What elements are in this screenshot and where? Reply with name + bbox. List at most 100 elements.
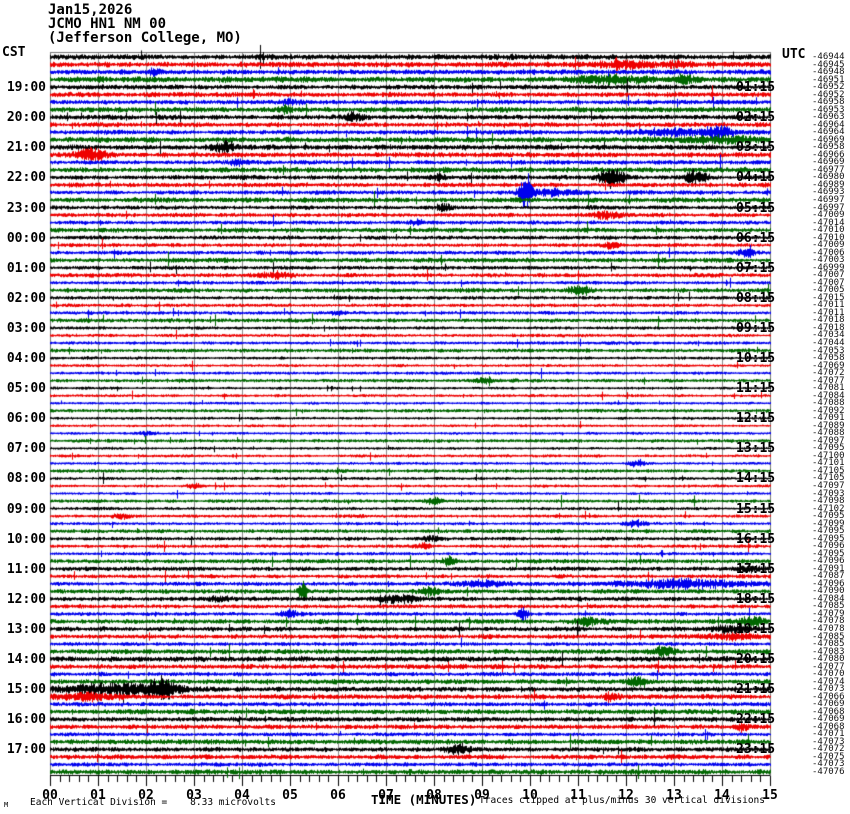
- trace-offset-value: -47097: [812, 436, 845, 446]
- trace-offset-value: -47071: [812, 729, 845, 739]
- cst-hour-label: 21:00: [6, 140, 46, 155]
- trace-offset-value: -46969: [812, 157, 845, 167]
- x-tick-label: 12: [618, 788, 634, 803]
- utc-hour-label: 19:15: [736, 622, 776, 637]
- x-tick-label: 13: [666, 788, 682, 803]
- trace-offset-value: -46948: [812, 67, 845, 77]
- trace-offset-value: -47090: [812, 586, 845, 596]
- trace-offset-value: -47068: [812, 707, 845, 717]
- trace-offset-value: -47078: [812, 624, 845, 634]
- trace-offset-value: -47014: [812, 218, 845, 228]
- trace-offset-value: -46999: [812, 263, 845, 273]
- x-tick-label: 15: [762, 788, 778, 803]
- x-tick-label: 06: [330, 788, 346, 803]
- trace-offset-value: -46945: [812, 60, 845, 70]
- utc-hour-label: 07:15: [736, 261, 776, 276]
- trace-offset-value: -47072: [812, 368, 845, 378]
- trace-offset-value: -47099: [812, 519, 845, 529]
- x-tick-label: 02: [138, 788, 154, 803]
- cst-hour-label: 08:00: [6, 471, 46, 486]
- utc-axis-label: UTC: [782, 47, 806, 62]
- trace-offset-value: -46977: [812, 165, 845, 175]
- scale-note-value: 8.33 microvolts: [190, 797, 276, 808]
- cst-hour-label: 12:00: [6, 592, 46, 607]
- trace-offset-value: -46964: [812, 120, 845, 130]
- trace-offset-value: -47091: [812, 564, 845, 574]
- utc-hour-label: 16:15: [736, 532, 776, 547]
- cst-hour-label: 15:00: [6, 682, 46, 697]
- utc-hour-label: 12:15: [736, 411, 776, 426]
- utc-hour-label: 03:15: [736, 140, 776, 155]
- cst-hour-label: 09:00: [6, 502, 46, 517]
- clip-note: Traces clipped at plus/minus 30 vertical…: [479, 795, 765, 806]
- x-tick-label: 04: [234, 788, 250, 803]
- trace-offset-value: -47085: [812, 601, 845, 611]
- location-title: (Jefferson College, MO): [48, 30, 242, 46]
- trace-offset-value: -46944: [812, 52, 845, 62]
- cst-hour-label: 04:00: [6, 351, 46, 366]
- trace-offset-value: -47053: [812, 346, 845, 356]
- trace-offset-value: -46958: [812, 142, 845, 152]
- scale-note-label: Each Vertical Division =: [30, 797, 168, 808]
- trace-offset-value: -47034: [812, 330, 845, 340]
- trace-offset-value: -47006: [812, 248, 845, 258]
- trace-offset-value: -47084: [812, 391, 845, 401]
- trace-offset-value: -47085: [812, 639, 845, 649]
- trace-offset-value: -47077: [812, 376, 845, 386]
- trace-offset-value: -47068: [812, 722, 845, 732]
- utc-hour-label: 18:15: [736, 592, 776, 607]
- utc-hour-label: 21:15: [736, 682, 776, 697]
- trace-offset-value: -47078: [812, 616, 845, 626]
- trace-offset-value: -46953: [812, 105, 845, 115]
- utc-hour-label: 02:15: [736, 110, 776, 125]
- trace-offset-value: -47088: [812, 428, 845, 438]
- cst-hour-label: 22:00: [6, 170, 46, 185]
- x-tick-label: 01: [90, 788, 106, 803]
- trace-offset-value: -47003: [812, 255, 845, 265]
- cst-hour-label: 19:00: [6, 80, 46, 95]
- utc-hour-label: 01:15: [736, 80, 776, 95]
- trace-offset-value: -47096: [812, 541, 845, 551]
- utc-hour-label: 15:15: [736, 502, 776, 517]
- trace-offset-value: -47089: [812, 421, 845, 431]
- cst-hour-label: 11:00: [6, 562, 46, 577]
- utc-hour-label: 09:15: [736, 321, 776, 336]
- utc-hour-label: 10:15: [736, 351, 776, 366]
- trace-offset-value: -47105: [812, 466, 845, 476]
- utc-hour-label: 20:15: [736, 652, 776, 667]
- cst-hour-label: 03:00: [6, 321, 46, 336]
- trace-offset-value: -47098: [812, 496, 845, 506]
- trace-offset-value: -47102: [812, 504, 845, 514]
- trace-offset-value: -47069: [812, 714, 845, 724]
- trace-offset-value: -47007: [812, 278, 845, 288]
- trace-offset-value: -46969: [812, 135, 845, 145]
- utc-hour-label: 08:15: [736, 291, 776, 306]
- trace-offset-value: -47066: [812, 692, 845, 702]
- trace-offset-value: -47044: [812, 338, 845, 348]
- cst-hour-label: 23:00: [6, 201, 46, 216]
- trace-offset-value: -47100: [812, 451, 845, 461]
- trace-offset-value: -47007: [812, 270, 845, 280]
- x-tick-label: 05: [282, 788, 298, 803]
- trace-offset-value: -47105: [812, 473, 845, 483]
- trace-offset-value: -47010: [812, 225, 845, 235]
- trace-offset-value: -47080: [812, 654, 845, 664]
- x-tick-label: 08: [426, 788, 442, 803]
- trace-offset-value: -46980: [812, 172, 845, 182]
- trace-offset-value: -46997: [812, 203, 845, 213]
- cst-hour-label: 07:00: [6, 441, 46, 456]
- cst-hour-label: 13:00: [6, 622, 46, 637]
- trace-offset-value: -47093: [812, 489, 845, 499]
- trace-offset-value: -47087: [812, 571, 845, 581]
- x-tick-label: 03: [186, 788, 202, 803]
- trace-offset-value: -47011: [812, 308, 845, 318]
- trace-offset-value: -47092: [812, 406, 845, 416]
- trace-offset-value: -47005: [812, 285, 845, 295]
- utc-hour-label: 17:15: [736, 562, 776, 577]
- trace-offset-value: -47073: [812, 759, 845, 769]
- cst-hour-label: 16:00: [6, 712, 46, 727]
- trace-offset-value: -46997: [812, 195, 845, 205]
- trace-offset-value: -47070: [812, 669, 845, 679]
